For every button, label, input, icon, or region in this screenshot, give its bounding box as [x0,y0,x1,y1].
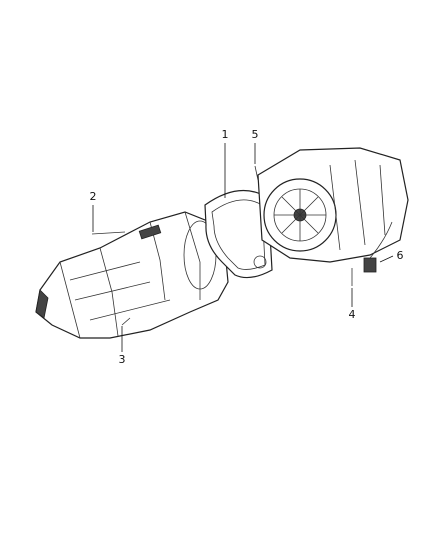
gasket [204,189,273,279]
transmission [35,211,229,339]
callout: 1 [222,128,229,141]
engine [254,147,409,286]
callout: 5 [252,128,259,141]
callout: 2 [90,190,97,203]
callout: 4 [349,308,356,321]
callout: 3 [119,353,126,366]
leader-line [379,255,394,263]
callout: 6 [397,249,404,262]
